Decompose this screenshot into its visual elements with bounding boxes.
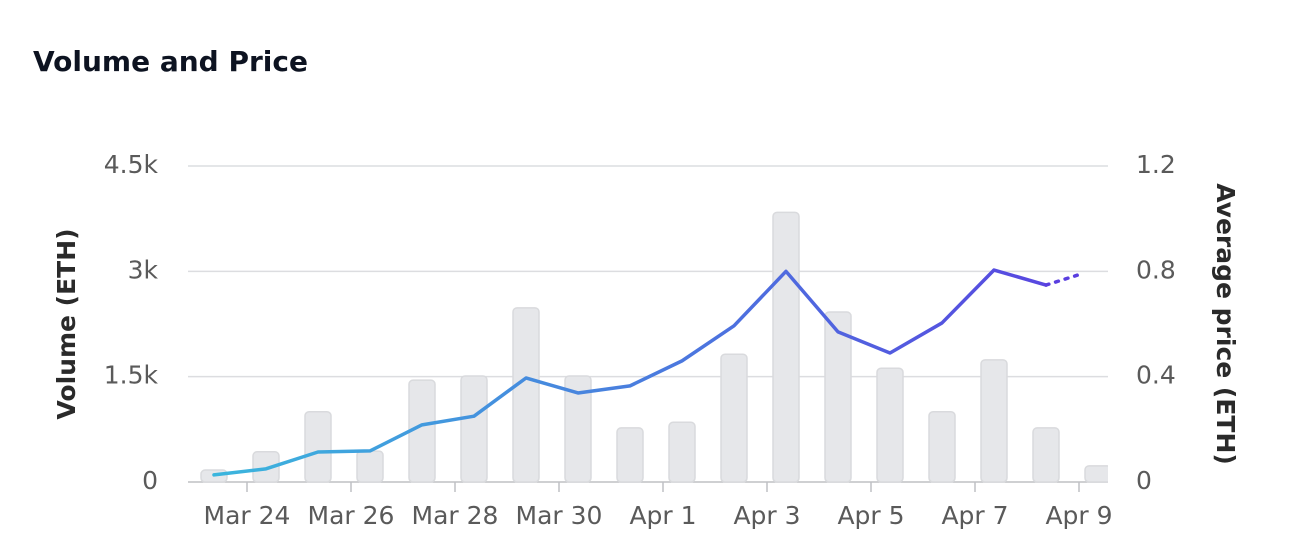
y-tick-label: 3k	[128, 255, 159, 284]
bar	[772, 211, 800, 483]
bar	[252, 451, 280, 483]
y-tick-label: 4.5k	[104, 150, 159, 179]
bar	[720, 353, 748, 483]
x-tick-label: Apr 1	[629, 501, 696, 530]
y2-tick-label: 0.4	[1136, 361, 1176, 390]
x-tick-label: Mar 28	[412, 501, 499, 530]
y2-axis-title: Average price (ETH)	[1211, 183, 1240, 465]
x-tick-label: Apr 9	[1045, 501, 1112, 530]
bar	[460, 375, 488, 483]
bar	[928, 411, 956, 483]
bar	[824, 311, 852, 483]
bar	[512, 307, 540, 483]
plot-area	[200, 211, 1108, 483]
bar	[980, 359, 1008, 483]
bar	[876, 367, 904, 483]
bar	[1032, 427, 1060, 483]
y-tick-label: 1.5k	[104, 361, 159, 390]
bar	[564, 375, 592, 483]
y-axis-title: Volume (ETH)	[52, 228, 81, 419]
bar	[1084, 465, 1108, 483]
x-tick-label: Mar 24	[204, 501, 291, 530]
x-tick-label: Mar 26	[308, 501, 395, 530]
bar	[304, 411, 332, 483]
y2-tick-label: 0	[1136, 466, 1152, 495]
bar	[668, 421, 696, 483]
bar	[356, 450, 384, 483]
price-line	[212, 268, 1048, 477]
x-tick-label: Apr 5	[837, 501, 904, 530]
y-tick-label: 0	[142, 466, 158, 495]
price-line-projection	[1044, 273, 1079, 287]
chart-title: Volume and Price	[33, 45, 308, 78]
x-tick-label: Mar 30	[516, 501, 603, 530]
y2-tick-label: 1.2	[1136, 150, 1176, 179]
x-tick-label: Apr 3	[733, 501, 800, 530]
x-tick-label: Apr 7	[941, 501, 1008, 530]
y2-tick-label: 0.8	[1136, 255, 1176, 284]
bar	[616, 427, 644, 483]
